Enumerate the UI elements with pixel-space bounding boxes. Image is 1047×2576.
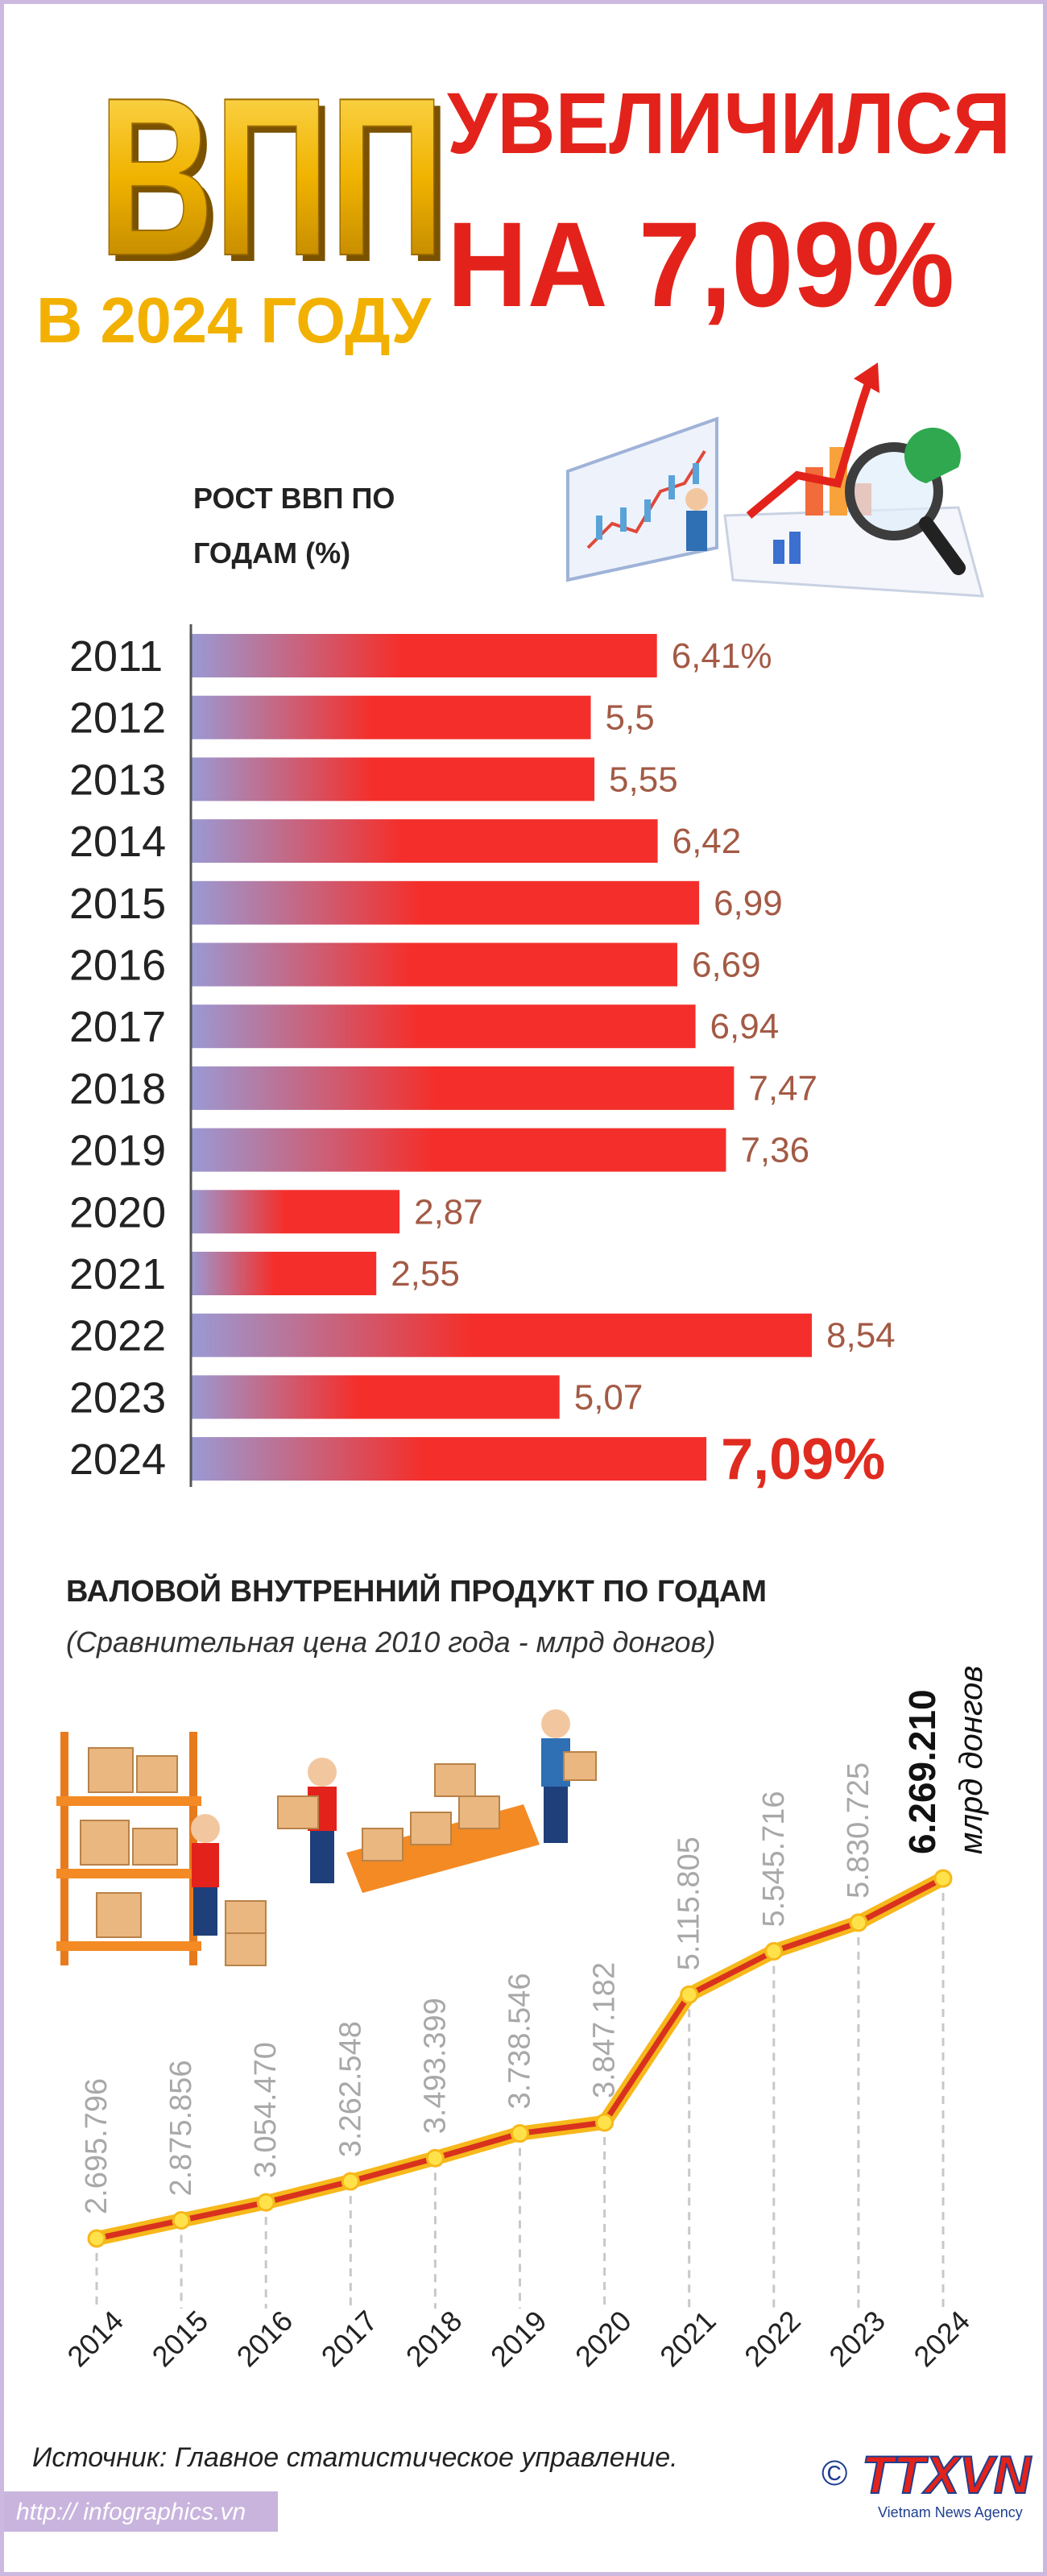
x-tick-label: 2016: [230, 2304, 300, 2373]
bar: [191, 1004, 696, 1049]
y-tick-label: 2020: [69, 1188, 166, 1236]
x-tick-label: 2024: [907, 2304, 976, 2373]
value-label: 3.262.548: [333, 2021, 367, 2157]
point: [933, 1869, 953, 1888]
value-label: 3.738.546: [503, 1973, 537, 2109]
value-label: 6,99: [714, 884, 783, 923]
point: [87, 2229, 106, 2248]
illustration: [56, 1709, 597, 1966]
value-label: 6,41%: [672, 636, 772, 676]
bar: [191, 1066, 735, 1110]
headline: УВЕЛИЧИЛСЯ: [447, 74, 1011, 172]
value-label: 5.830.725: [842, 1762, 875, 1899]
bar: [191, 942, 677, 987]
value-label: 7,09%: [721, 1427, 885, 1492]
value-label: 3.493.399: [418, 1998, 452, 2134]
x-tick-label: 2019: [484, 2304, 553, 2373]
point: [172, 2210, 191, 2230]
value-label: 6.269.210: [901, 1689, 943, 1854]
x-tick-label: 2015: [146, 2304, 215, 2373]
y-tick-label: 2016: [69, 942, 166, 990]
illustration: [566, 362, 984, 598]
bar: [191, 1437, 707, 1481]
bar: [191, 1313, 812, 1357]
value-label: 2.875.856: [164, 2060, 198, 2196]
value-label: 3.847.182: [588, 1962, 622, 2098]
title-shadow: ВПП: [105, 58, 451, 309]
point: [764, 1942, 784, 1961]
y-tick-label: 2013: [69, 756, 166, 804]
point: [511, 2124, 529, 2143]
bar: [191, 757, 595, 801]
point: [849, 1913, 868, 1932]
x-tick-label: 2014: [60, 2304, 130, 2373]
y-tick-label: 2012: [69, 694, 166, 743]
value-label: 2.695.796: [80, 2078, 114, 2214]
y-tick-label: 2015: [69, 880, 166, 928]
x-tick-label: 2021: [653, 2304, 722, 2373]
value-label: 6,94: [710, 1007, 780, 1046]
x-tick-label: 2020: [569, 2304, 638, 2373]
value-label: 7,47: [748, 1069, 817, 1108]
url: http:// infographics.vn: [16, 2499, 246, 2525]
bar: [191, 1128, 726, 1172]
url-band: [4, 2491, 278, 2532]
point: [680, 1985, 699, 2004]
value-label: 5.545.716: [757, 1791, 791, 1927]
y-tick-label: 2019: [69, 1127, 166, 1175]
value-label: 2,55: [391, 1254, 460, 1294]
point: [595, 2113, 615, 2132]
point: [341, 2172, 360, 2191]
point: [425, 2148, 445, 2168]
bar: [191, 695, 591, 739]
value-label: 3.054.470: [249, 2042, 283, 2178]
y-tick-label: 2021: [69, 1250, 166, 1298]
value-label: 6,69: [692, 946, 761, 985]
value-label: 5,55: [609, 760, 678, 799]
value-label: 5,5: [606, 698, 655, 738]
chart-title: ВАЛОВОЙ ВНУТРЕННИЙ ПРОДУКТ ПО ГОДАМ: [66, 1575, 768, 1609]
value-label: 8,54: [826, 1316, 896, 1356]
x-tick-label: 2023: [822, 2304, 892, 2373]
y-tick-label: 2011: [69, 632, 163, 681]
value-label: 2,87: [414, 1192, 483, 1232]
bar: [191, 1252, 377, 1295]
x-tick-label: 2022: [738, 2304, 807, 2373]
value-label: 6,42: [672, 822, 742, 861]
copyright: ©: [821, 2454, 847, 2493]
unit-label: млрд донгов: [954, 1666, 989, 1854]
subtitle: В 2024 ГОДУ: [36, 284, 432, 356]
y-tick-label: 2014: [69, 818, 166, 866]
value-label: 5,07: [574, 1377, 644, 1417]
x-tick-label: 2017: [315, 2304, 384, 2373]
logo: TTXVN: [862, 2445, 1032, 2504]
chart-title: РОСТ ВВП ПО ГОДАМ (%): [193, 482, 395, 569]
chart-subtitle: (Сравнительная цена 2010 года - млрд дон…: [66, 1626, 716, 1659]
bar: [191, 634, 657, 677]
y-tick-label: 2017: [69, 1003, 166, 1051]
y-tick-label: 2024: [69, 1435, 166, 1484]
source: Источник: Главное статистическое управле…: [32, 2442, 678, 2473]
bar: [191, 1190, 400, 1234]
x-tick-label: 2018: [399, 2304, 469, 2373]
y-tick-label: 2022: [69, 1312, 166, 1360]
bar: [191, 819, 658, 863]
point: [256, 2193, 275, 2212]
bar: [191, 1375, 560, 1419]
bar: [191, 880, 700, 925]
y-tick-label: 2018: [69, 1065, 166, 1113]
title: ВПП: [98, 52, 445, 303]
value-label: 7,36: [740, 1131, 809, 1170]
headline: НА 7,09%: [447, 197, 954, 332]
y-tick-label: 2023: [69, 1373, 166, 1422]
value-label: 5.115.805: [672, 1837, 706, 1970]
logo-subtitle: Vietnam News Agency: [878, 2504, 1023, 2520]
